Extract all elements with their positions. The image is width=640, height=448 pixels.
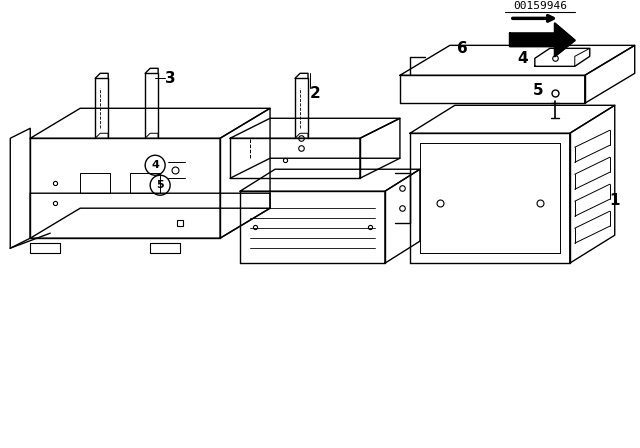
Text: 5: 5: [156, 180, 164, 190]
Text: 1: 1: [609, 193, 620, 208]
Text: 4: 4: [151, 160, 159, 170]
Polygon shape: [510, 23, 575, 56]
Text: 00159946: 00159946: [513, 1, 567, 11]
Text: 4: 4: [518, 51, 528, 66]
Text: 3: 3: [165, 71, 175, 86]
Text: 5: 5: [532, 83, 543, 98]
Text: 2: 2: [310, 86, 321, 101]
Text: 6: 6: [456, 41, 467, 56]
